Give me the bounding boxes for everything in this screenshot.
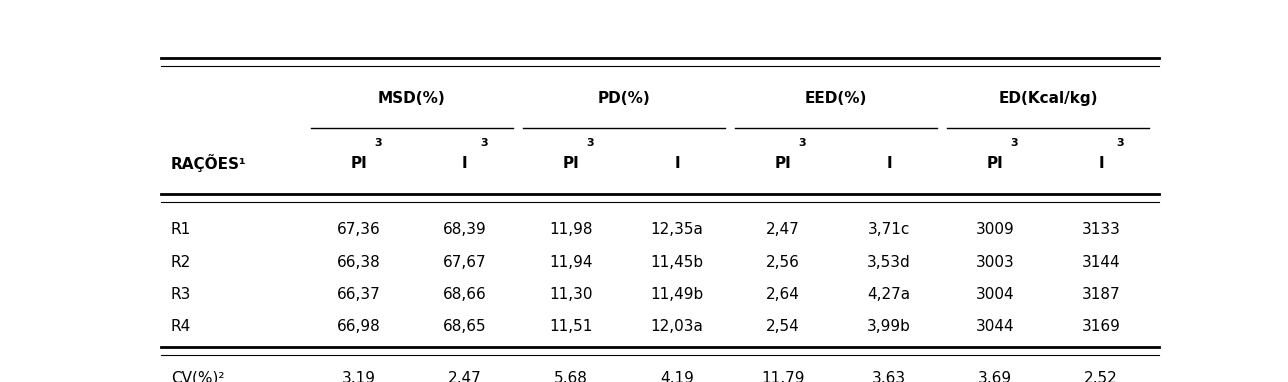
Text: R4: R4	[171, 319, 191, 334]
Text: 2,54: 2,54	[766, 319, 800, 334]
Text: 11,98: 11,98	[549, 222, 592, 237]
Text: R3: R3	[171, 287, 192, 302]
Text: 68,66: 68,66	[443, 287, 487, 302]
Text: RAÇÕES¹: RAÇÕES¹	[171, 154, 246, 173]
Text: 66,98: 66,98	[337, 319, 381, 334]
Text: MSD(%): MSD(%)	[377, 91, 446, 106]
Text: PD(%): PD(%)	[598, 91, 650, 106]
Text: 3133: 3133	[1082, 222, 1121, 237]
Text: 4,27a: 4,27a	[868, 287, 911, 302]
Text: 66,37: 66,37	[337, 287, 381, 302]
Text: PI: PI	[987, 156, 1003, 171]
Text: 3169: 3169	[1082, 319, 1121, 334]
Text: 3,71c: 3,71c	[868, 222, 911, 237]
Text: I: I	[462, 156, 468, 171]
Text: 2,64: 2,64	[766, 287, 800, 302]
Text: 12,35a: 12,35a	[650, 222, 703, 237]
Text: I: I	[674, 156, 680, 171]
Text: 3: 3	[374, 138, 381, 148]
Text: 3004: 3004	[976, 287, 1015, 302]
Text: 3,19: 3,19	[341, 371, 376, 382]
Text: 3009: 3009	[976, 222, 1015, 237]
Text: 4,19: 4,19	[659, 371, 694, 382]
Text: I: I	[1099, 156, 1104, 171]
Text: PI: PI	[563, 156, 580, 171]
Text: R2: R2	[171, 254, 191, 270]
Text: 3044: 3044	[976, 319, 1015, 334]
Text: PI: PI	[350, 156, 367, 171]
Text: 11,79: 11,79	[761, 371, 805, 382]
Text: 11,30: 11,30	[549, 287, 592, 302]
Text: 3: 3	[586, 138, 594, 148]
Text: 2,52: 2,52	[1084, 371, 1118, 382]
Text: ED(Kcal/kg): ED(Kcal/kg)	[998, 91, 1097, 106]
Text: 11,94: 11,94	[549, 254, 592, 270]
Text: 68,39: 68,39	[443, 222, 487, 237]
Text: 11,49b: 11,49b	[650, 287, 703, 302]
Text: 2,56: 2,56	[766, 254, 800, 270]
Text: 67,67: 67,67	[443, 254, 487, 270]
Text: 3,69: 3,69	[978, 371, 1012, 382]
Text: PI: PI	[774, 156, 791, 171]
Text: 3: 3	[1117, 138, 1124, 148]
Text: 11,51: 11,51	[549, 319, 592, 334]
Text: 3,99b: 3,99b	[867, 319, 911, 334]
Text: 11,45b: 11,45b	[650, 254, 703, 270]
Text: EED(%): EED(%)	[805, 91, 867, 106]
Text: 3,53d: 3,53d	[867, 254, 911, 270]
Text: CV(%)²: CV(%)²	[171, 371, 224, 382]
Text: R1: R1	[171, 222, 191, 237]
Text: I: I	[886, 156, 891, 171]
Text: 3: 3	[1010, 138, 1018, 148]
Text: 3003: 3003	[976, 254, 1015, 270]
Text: 3144: 3144	[1082, 254, 1121, 270]
Text: 5,68: 5,68	[554, 371, 587, 382]
Text: 3187: 3187	[1082, 287, 1121, 302]
Text: 68,65: 68,65	[443, 319, 487, 334]
Text: 3: 3	[480, 138, 488, 148]
Text: 67,36: 67,36	[337, 222, 381, 237]
Text: 3: 3	[799, 138, 806, 148]
Text: 12,03a: 12,03a	[650, 319, 703, 334]
Text: 2,47: 2,47	[766, 222, 800, 237]
Text: 66,38: 66,38	[337, 254, 381, 270]
Text: 3,63: 3,63	[872, 371, 907, 382]
Text: 2,47: 2,47	[448, 371, 482, 382]
